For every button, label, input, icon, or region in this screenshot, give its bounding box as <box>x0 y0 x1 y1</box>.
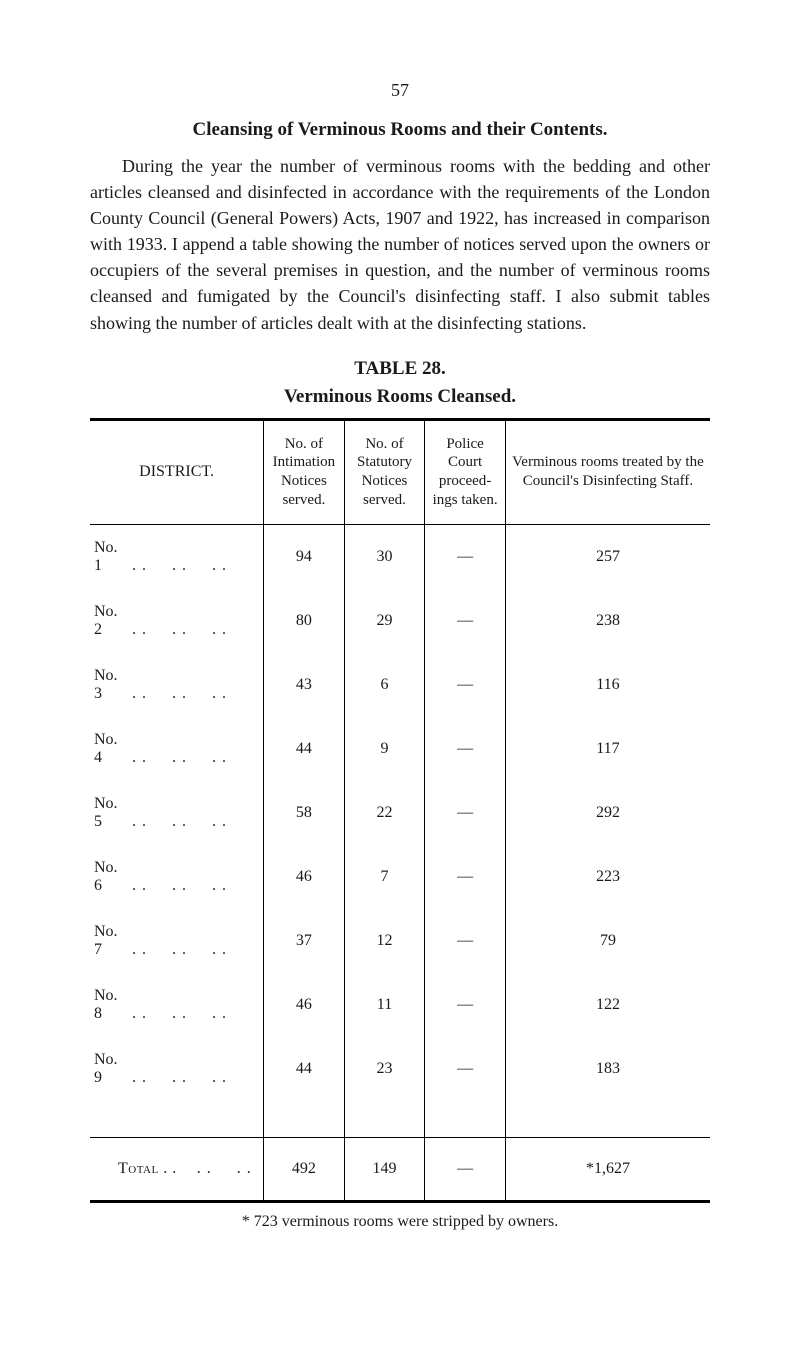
police-cell: — <box>425 653 506 717</box>
table-title: Verminous Rooms Cleansed. <box>90 386 710 408</box>
intimation-cell: 44 <box>264 717 345 781</box>
total-verminous: *1,627 <box>505 1137 710 1201</box>
col-header-intimation: No. of Intima­tion Notices served. <box>264 419 345 524</box>
footnote: * 723 verminous rooms were stripped by o… <box>90 1213 710 1231</box>
verminous-cell: 79 <box>505 909 710 973</box>
district-cell: No. 9 .. .. .. <box>90 1037 264 1101</box>
body-paragraph: During the year the number of verminous … <box>90 153 710 336</box>
table-label: TABLE 28. <box>90 358 710 380</box>
verminous-cell: 116 <box>505 653 710 717</box>
verminous-cell: 183 <box>505 1037 710 1101</box>
statutory-cell: 23 <box>344 1037 425 1101</box>
total-label: Total . . .. .. <box>90 1137 264 1201</box>
intimation-cell: 37 <box>264 909 345 973</box>
col-header-district: DISTRICT. <box>90 419 264 524</box>
intimation-cell: 80 <box>264 589 345 653</box>
police-cell: — <box>425 1037 506 1101</box>
intimation-cell: 58 <box>264 781 345 845</box>
table-row: No. 5 .. .. ..5822—292 <box>90 781 710 845</box>
total-statutory: 149 <box>344 1137 425 1201</box>
verminous-cell: 223 <box>505 845 710 909</box>
verminous-cell: 117 <box>505 717 710 781</box>
police-cell: — <box>425 524 506 589</box>
statutory-cell: 22 <box>344 781 425 845</box>
verminous-cell: 238 <box>505 589 710 653</box>
table-row: No. 3 .. .. ..436—116 <box>90 653 710 717</box>
police-cell: — <box>425 973 506 1037</box>
statutory-cell: 12 <box>344 909 425 973</box>
total-intimation: 492 <box>264 1137 345 1201</box>
intimation-cell: 46 <box>264 845 345 909</box>
verminous-rooms-table: DISTRICT. No. of Intima­tion Notices ser… <box>90 418 710 1203</box>
district-cell: No. 5 .. .. .. <box>90 781 264 845</box>
police-cell: — <box>425 589 506 653</box>
col-header-statutory: No. of Statutory Notices served. <box>344 419 425 524</box>
district-cell: No. 1 .. .. .. <box>90 524 264 589</box>
intimation-cell: 43 <box>264 653 345 717</box>
intimation-cell: 94 <box>264 524 345 589</box>
statutory-cell: 29 <box>344 589 425 653</box>
table-row: No. 2 .. .. ..8029—238 <box>90 589 710 653</box>
col-header-verminous: Verminous rooms treated by the Council's… <box>505 419 710 524</box>
district-cell: No. 2 .. .. .. <box>90 589 264 653</box>
total-police: — <box>425 1137 506 1201</box>
statutory-cell: 11 <box>344 973 425 1037</box>
intimation-cell: 44 <box>264 1037 345 1101</box>
district-cell: No. 7 .. .. .. <box>90 909 264 973</box>
table-row: No. 4 .. .. ..449—117 <box>90 717 710 781</box>
police-cell: — <box>425 717 506 781</box>
table-row: No. 7 .. .. ..3712—79 <box>90 909 710 973</box>
district-cell: No. 4 .. .. .. <box>90 717 264 781</box>
verminous-cell: 257 <box>505 524 710 589</box>
district-cell: No. 6 .. .. .. <box>90 845 264 909</box>
table-row: No. 1 .. .. ..9430—257 <box>90 524 710 589</box>
intimation-cell: 46 <box>264 973 345 1037</box>
verminous-cell: 122 <box>505 973 710 1037</box>
district-cell: No. 8 .. .. .. <box>90 973 264 1037</box>
police-cell: — <box>425 845 506 909</box>
table-row: No. 8 .. .. ..4611—122 <box>90 973 710 1037</box>
table-row: No. 6 .. .. ..467—223 <box>90 845 710 909</box>
district-cell: No. 3 .. .. .. <box>90 653 264 717</box>
police-cell: — <box>425 909 506 973</box>
statutory-cell: 6 <box>344 653 425 717</box>
section-title: Cleansing of Verminous Rooms and their C… <box>90 119 710 141</box>
page-number: 57 <box>90 80 710 101</box>
statutory-cell: 30 <box>344 524 425 589</box>
police-cell: — <box>425 781 506 845</box>
col-header-police: Police Court proceed­ings taken. <box>425 419 506 524</box>
table-row: No. 9 .. .. ..4423—183 <box>90 1037 710 1101</box>
statutory-cell: 9 <box>344 717 425 781</box>
verminous-cell: 292 <box>505 781 710 845</box>
statutory-cell: 7 <box>344 845 425 909</box>
